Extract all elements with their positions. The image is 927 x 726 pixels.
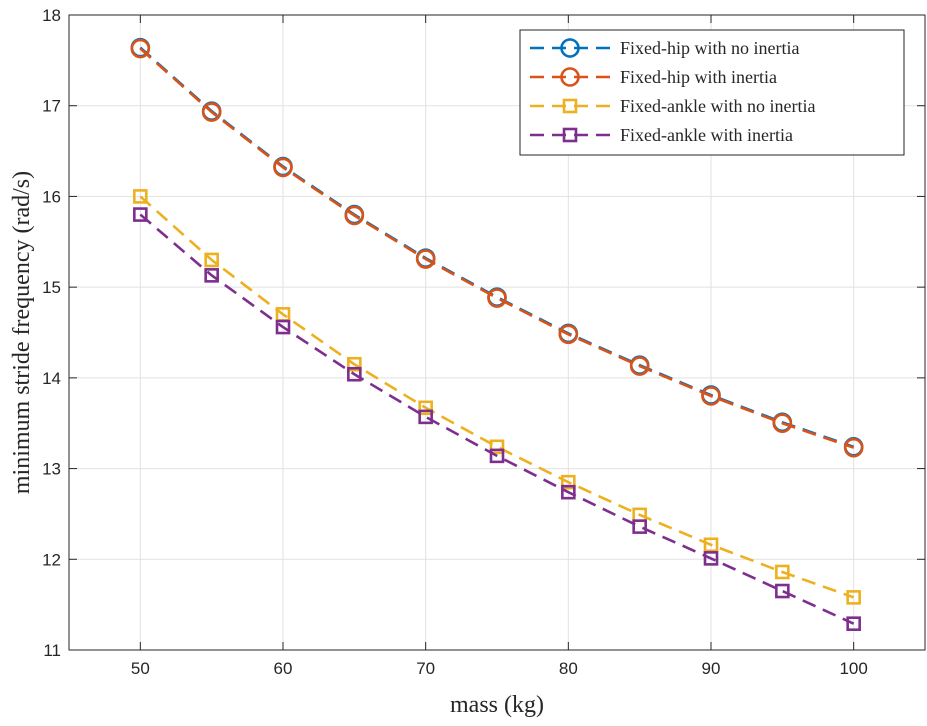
y-tick-label: 17	[42, 97, 61, 116]
y-tick-label: 16	[42, 187, 61, 206]
x-tick-label: 70	[416, 659, 435, 678]
x-tick-label: 90	[702, 659, 721, 678]
data-point	[846, 616, 861, 631]
data-point	[846, 590, 861, 605]
data-point	[133, 189, 148, 204]
legend-label: Fixed-ankle with inertia	[620, 125, 793, 145]
data-point	[344, 205, 365, 226]
data-point	[489, 439, 505, 455]
legend-marker	[560, 67, 580, 87]
x-tick-label: 100	[839, 659, 867, 678]
data-point	[201, 102, 222, 122]
series-4	[133, 207, 861, 631]
y-tick-label: 13	[42, 460, 61, 479]
data-point	[489, 448, 505, 464]
data-point	[558, 324, 579, 345]
data-point	[561, 474, 576, 490]
legend-marker	[562, 98, 578, 114]
series-3	[133, 189, 861, 605]
data-point	[273, 157, 293, 178]
y-tick-label: 15	[42, 278, 61, 297]
x-axis-title: mass (kg)	[450, 692, 544, 718]
data-point	[487, 288, 507, 308]
data-point	[415, 249, 436, 269]
legend-label: Fixed-hip with inertia	[620, 67, 777, 87]
y-tick-label: 18	[42, 6, 61, 25]
data-point	[275, 319, 291, 335]
legend-marker	[562, 127, 578, 143]
series-2	[130, 38, 864, 458]
legend-entry: Fixed-ankle with no inertia	[530, 96, 815, 116]
y-tick-label: 14	[42, 369, 61, 388]
data-point	[204, 268, 219, 283]
x-tick-label: 60	[274, 659, 293, 678]
data-point	[133, 207, 148, 222]
x-tick-label: 80	[559, 659, 578, 678]
data-point	[775, 583, 790, 599]
data-point	[347, 366, 362, 382]
legend-label: Fixed-ankle with no inertia	[620, 96, 815, 116]
data-point	[772, 413, 793, 434]
tick-labels: 50 60 70 80 90 100 11 12 13 14 15 16 17 18	[42, 6, 868, 678]
series-line	[139, 47, 855, 449]
data-point	[703, 551, 719, 566]
data-point	[775, 564, 790, 580]
data-point	[629, 356, 650, 376]
data-point	[347, 356, 362, 372]
data-point	[561, 484, 576, 500]
legend-label: Fixed-hip with no inertia	[620, 38, 799, 58]
y-axis-title: minimum stride frequency (rad/s)	[9, 171, 35, 494]
series-line	[139, 213, 855, 625]
legend-entry: Fixed-hip with inertia	[530, 67, 777, 87]
data-point	[204, 252, 219, 268]
legend-marker	[560, 38, 580, 58]
series-layer	[130, 37, 864, 631]
data-point	[843, 437, 864, 458]
data-point	[418, 400, 433, 416]
y-tick-label: 12	[42, 550, 61, 569]
data-point	[418, 409, 433, 425]
legend-entry: Fixed-hip with no inertia	[530, 38, 799, 58]
legend-entry: Fixed-ankle with inertia	[530, 125, 793, 145]
data-point	[632, 519, 647, 534]
data-point	[701, 386, 721, 406]
ticks	[69, 14, 925, 651]
data-point	[703, 537, 719, 553]
series-line	[139, 195, 855, 599]
plot-frame	[68, 14, 926, 651]
data-point	[130, 38, 151, 59]
x-tick-label: 50	[131, 659, 150, 678]
y-tick-label: 11	[43, 641, 61, 660]
legend: Fixed-hip with no inertia Fixed-hip with …	[519, 29, 905, 156]
